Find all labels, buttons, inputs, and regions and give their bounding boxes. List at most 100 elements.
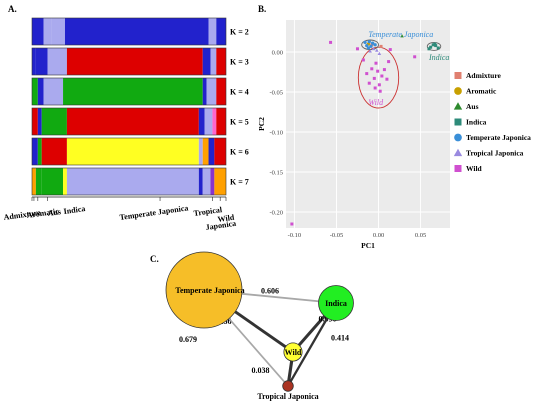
network-edge-label-0: 0.606 — [261, 287, 279, 296]
panel-a-label: A. — [8, 4, 17, 14]
pca-point-6-14 — [365, 72, 369, 76]
structure-k2-segment-5 — [216, 18, 226, 45]
network-edge-label-3: 0.679 — [179, 335, 197, 344]
k-label-2: K = 2 — [230, 28, 249, 37]
legend-label-1: Aromatic — [466, 87, 497, 96]
pca-xtick-2: 0.00 — [373, 232, 384, 239]
structure-k7-segment-0 — [32, 168, 36, 195]
legend-label-0: Admixture — [466, 71, 502, 80]
group-label-2: Aus — [47, 207, 61, 218]
structure-k3-segment-4 — [202, 48, 211, 75]
structure-k2-segment-4 — [208, 18, 217, 45]
pca-point-5-1 — [368, 49, 372, 53]
structure-k3-segment-3 — [66, 48, 203, 75]
pca-point-4-6 — [363, 40, 367, 45]
pca-ellipse-2 — [426, 41, 442, 51]
pca-point-5-0 — [371, 47, 376, 51]
pca-point-6-12 — [367, 81, 371, 85]
pca-ytick-4: -0.20 — [269, 210, 283, 217]
structure-k4-segment-3 — [63, 78, 203, 105]
structure-k7-segment-7 — [210, 168, 215, 195]
structure-k6-frame — [31, 137, 227, 166]
structure-k5-segment-0 — [32, 108, 38, 135]
structure-k5-segment-7 — [216, 108, 226, 135]
pca-point-4-1 — [367, 39, 371, 44]
pca-ytick-3: -0.15 — [269, 170, 283, 177]
pca-xtick-0: -0.10 — [288, 232, 302, 239]
pca-xtick-3: 0.05 — [415, 232, 426, 239]
network-node-label-tj: Temperate Japonica — [175, 286, 244, 295]
pca-ytick-0: 0.00 — [272, 50, 283, 57]
structure-k6-segment-0 — [32, 138, 38, 165]
pca-point-6-16 — [290, 222, 294, 226]
structure-k6-segment-7 — [214, 138, 226, 165]
k-label-7: K = 7 — [230, 178, 249, 187]
structure-k2-frame — [31, 17, 227, 46]
legend-label-3: Indica — [466, 118, 487, 127]
k-label-6: K = 6 — [230, 148, 249, 157]
network-node-label-wi: Wild — [285, 348, 302, 357]
pca-point-4-3 — [370, 41, 375, 45]
pca-group-annotation-2: Wild — [368, 98, 384, 107]
network-node-tj — [165, 251, 243, 329]
structure-k2-segment-1 — [43, 18, 52, 45]
pca-point-4-5 — [373, 43, 377, 47]
legend-marker-2 — [453, 102, 463, 110]
pca-point-4-2 — [369, 44, 373, 49]
structure-k6-segment-5 — [202, 138, 209, 165]
legend-marker-6 — [454, 165, 462, 172]
structure-k6-segment-2 — [41, 138, 67, 165]
structure-k4-segment-5 — [206, 78, 217, 105]
structure-k6-segment-1 — [37, 138, 42, 165]
pca-point-6-15 — [378, 89, 382, 93]
group-label-4: Temperate Japonica — [119, 203, 189, 222]
pca-point-0-1 — [379, 44, 383, 48]
k-label-3: K = 3 — [230, 58, 249, 67]
group-label-3: Indica — [63, 204, 86, 216]
pca-point-3-1 — [431, 43, 435, 47]
structure-k3-segment-6 — [216, 48, 226, 75]
structure-k4-frame — [31, 77, 227, 106]
pca-point-5-3 — [377, 51, 382, 55]
pca-point-6-10 — [373, 86, 377, 90]
k-label-4: K = 4 — [230, 88, 249, 97]
structure-k6-segment-3 — [66, 138, 199, 165]
pca-ytick-2: -0.10 — [269, 130, 283, 137]
pca-group-annotation-0: Temperate Japonica — [368, 30, 433, 39]
pca-point-2-0 — [400, 34, 404, 38]
pca-point-6-0 — [329, 40, 333, 44]
fst-network: 0.6060.1360.0900.6790.4140.038Temperate … — [165, 251, 354, 401]
pca-xtick-1: -0.05 — [330, 232, 344, 239]
structure-k3-segment-2 — [47, 48, 67, 75]
network-node-label-tr: Tropical Japonica — [257, 392, 318, 401]
pca-point-6-7 — [380, 74, 384, 78]
panel-b-label: B. — [258, 4, 266, 14]
structure-k3-frame — [31, 47, 227, 76]
pca-point-3-5 — [433, 42, 437, 46]
legend-marker-4 — [454, 133, 462, 142]
structure-k3-segment-1 — [35, 48, 48, 75]
structure-k3-segment-5 — [210, 48, 217, 75]
structure-k7-segment-6 — [202, 168, 211, 195]
structure-k2-segment-3 — [64, 18, 209, 45]
pca-point-3-4 — [427, 47, 431, 51]
pca-point-0-0 — [370, 43, 374, 47]
network-node-tr — [282, 380, 294, 392]
legend-marker-5 — [453, 148, 463, 157]
pca-ylabel: PC2 — [257, 117, 266, 131]
legend-marker-1 — [454, 87, 462, 95]
structure-k6-segment-4 — [198, 138, 203, 165]
legend-label-5: Tropical Japonica — [466, 149, 524, 158]
structure-k7-segment-4 — [66, 168, 199, 195]
pca-point-3-0 — [429, 45, 433, 49]
network-edge-label-5: 0.038 — [252, 366, 270, 375]
structure-k4-segment-4 — [202, 78, 207, 105]
pca-point-6-1 — [355, 47, 359, 51]
pca-xlabel: PC1 — [361, 241, 375, 250]
pca-point-6-8 — [372, 76, 376, 80]
structure-k4-segment-0 — [32, 78, 38, 105]
structure-k7-frame — [31, 167, 227, 196]
pca-point-3-3 — [436, 46, 440, 50]
pca-panel-bg — [286, 20, 450, 228]
structure-k5-frame — [31, 107, 227, 136]
